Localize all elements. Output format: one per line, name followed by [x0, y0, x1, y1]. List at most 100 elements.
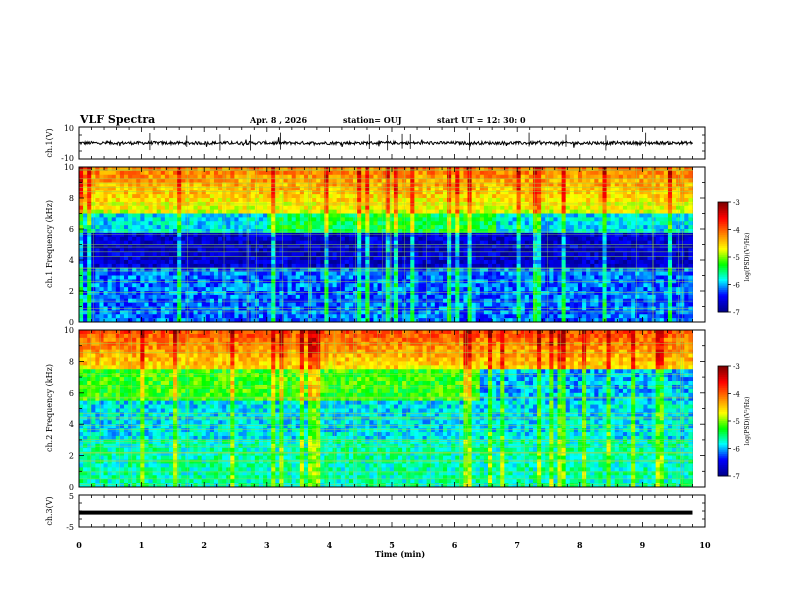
spectrogram-cell: [483, 178, 489, 183]
spectrogram-cell: [320, 294, 325, 300]
spectrogram-cell: [336, 294, 342, 300]
spectrogram-cell: [107, 217, 113, 222]
spectrogram-cell: [156, 271, 162, 276]
spectrogram-cell: [107, 240, 113, 245]
spectrogram-cell: [181, 275, 186, 280]
spectrogram-cell: [369, 205, 374, 211]
spectrogram-cell: [123, 190, 129, 195]
spectrogram-cell: [234, 213, 239, 218]
spectrogram-cell: [226, 287, 231, 292]
spectrogram-cell: [148, 267, 154, 273]
spectrogram-cell: [557, 178, 562, 183]
spectrogram-cell: [95, 174, 100, 180]
spectrogram-cell: [201, 213, 207, 218]
spectrogram-cell: [422, 310, 428, 315]
spectrogram-cell: [148, 291, 154, 296]
spectrogram-cell: [336, 182, 342, 187]
spectrogram-cell: [254, 310, 260, 315]
spectrogram-cell: [393, 252, 399, 257]
spectrogram-cell: [561, 186, 567, 191]
spectrogram-cell: [344, 190, 350, 195]
spectrogram-cell: [250, 198, 256, 203]
spectrogram-cell: [152, 310, 158, 315]
spectrogram-cell: [107, 267, 113, 273]
spectrogram-cell: [553, 310, 558, 315]
spectrogram-cell: [271, 271, 276, 276]
spectrogram-cell: [197, 263, 203, 269]
spectrogram-cell: [398, 248, 403, 253]
spectrogram-cell: [119, 167, 125, 172]
spectrogram-cell: [177, 209, 182, 214]
spectrogram-cell: [532, 221, 538, 226]
spectrogram-cell: [483, 198, 489, 203]
spectrogram-cell: [99, 248, 104, 253]
spectrogram-cell: [107, 287, 113, 292]
spectrogram-cell: [119, 205, 125, 211]
spectrogram-cell: [140, 190, 145, 195]
spectrogram-cell: [487, 182, 493, 187]
spectrogram-cell: [254, 221, 260, 226]
spectrogram-cell: [357, 294, 362, 300]
spectrogram-cell: [115, 225, 121, 230]
spectrogram-cell: [487, 205, 493, 211]
spectrogram-cell: [532, 244, 538, 249]
spectrogram-cell: [95, 178, 100, 183]
spectrogram-cell: [324, 252, 329, 257]
spectrogram-cell: [156, 244, 162, 249]
spectrogram-cell: [119, 283, 125, 288]
spectrogram-cell: [389, 275, 395, 280]
spectrogram-cell: [111, 229, 117, 234]
spectrogram-cell: [398, 310, 403, 315]
spectrogram-cell: [532, 213, 538, 218]
spectrogram-cell: [377, 225, 383, 230]
spectrogram-cell: [414, 213, 419, 218]
spectrogram-cell: [226, 248, 231, 253]
spectrogram-cell: [377, 205, 383, 211]
spectrogram-cell: [487, 170, 493, 176]
spectrogram-cell: [218, 263, 223, 269]
spectrogram-cell: [373, 198, 378, 203]
spectrogram-cell: [373, 186, 378, 191]
spectrogram-cell: [128, 271, 133, 276]
spectrogram-cell: [312, 275, 317, 280]
spectrogram-cell: [328, 167, 333, 172]
spectrogram-cell: [422, 263, 428, 269]
spectrogram-cell: [271, 236, 276, 242]
spectrogram-cell: [177, 302, 182, 307]
spectrogram-cell: [373, 244, 378, 249]
spectrogram-cell: [291, 275, 297, 280]
spectrogram-cell: [173, 263, 178, 269]
spectrogram-cell: [324, 291, 329, 296]
spectrogram-cell: [267, 167, 272, 172]
spectrogram-cell: [95, 287, 100, 292]
spectrogram-cell: [156, 186, 162, 191]
spectrogram-cell: [463, 314, 468, 319]
spectrogram-cell: [340, 205, 346, 211]
spectrogram-cell: [279, 170, 284, 176]
spectrogram-cell: [553, 221, 558, 226]
spectrogram-cell: [234, 318, 239, 323]
spectrogram-cell: [549, 182, 554, 187]
spectrogram-cell: [144, 248, 149, 253]
spectrogram-cell: [267, 225, 272, 230]
spectrogram-cell: [508, 194, 513, 199]
spectrogram-cell: [402, 256, 407, 261]
spectrogram-cell: [455, 318, 460, 323]
spectrogram-cell: [541, 252, 546, 257]
spectrogram-cell: [492, 186, 497, 191]
spectrogram-cell: [312, 267, 317, 273]
spectrogram-cell: [549, 267, 554, 273]
spectrogram-cell: [455, 182, 460, 187]
spectrogram-cell: [463, 190, 468, 195]
spectrogram-cell: [455, 314, 460, 319]
spectrogram-cell: [524, 271, 530, 276]
spectrogram-cell: [209, 294, 215, 300]
spectrogram-cell: [532, 190, 538, 195]
spectrogram-cell: [79, 232, 84, 238]
spectrogram-cell: [357, 256, 362, 261]
spectrogram-cell: [79, 318, 84, 323]
spectrogram-cell: [512, 287, 518, 292]
spectrogram-cell: [87, 267, 92, 273]
spectrogram-cell: [128, 167, 133, 172]
spectrogram-cell: [393, 302, 399, 307]
